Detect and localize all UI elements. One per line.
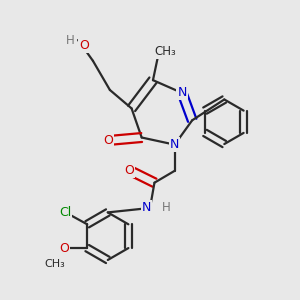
Text: O: O	[103, 134, 113, 147]
Text: N: N	[177, 86, 187, 99]
Text: N: N	[170, 138, 179, 151]
Text: H: H	[66, 34, 75, 46]
Text: CH₃: CH₃	[44, 260, 65, 269]
Text: H: H	[162, 202, 171, 214]
Text: Cl: Cl	[59, 206, 71, 219]
Text: O: O	[124, 164, 134, 177]
Text: O: O	[59, 242, 69, 255]
Text: O: O	[79, 39, 89, 52]
Text: N: N	[142, 202, 151, 214]
Text: CH₃: CH₃	[154, 45, 176, 58]
